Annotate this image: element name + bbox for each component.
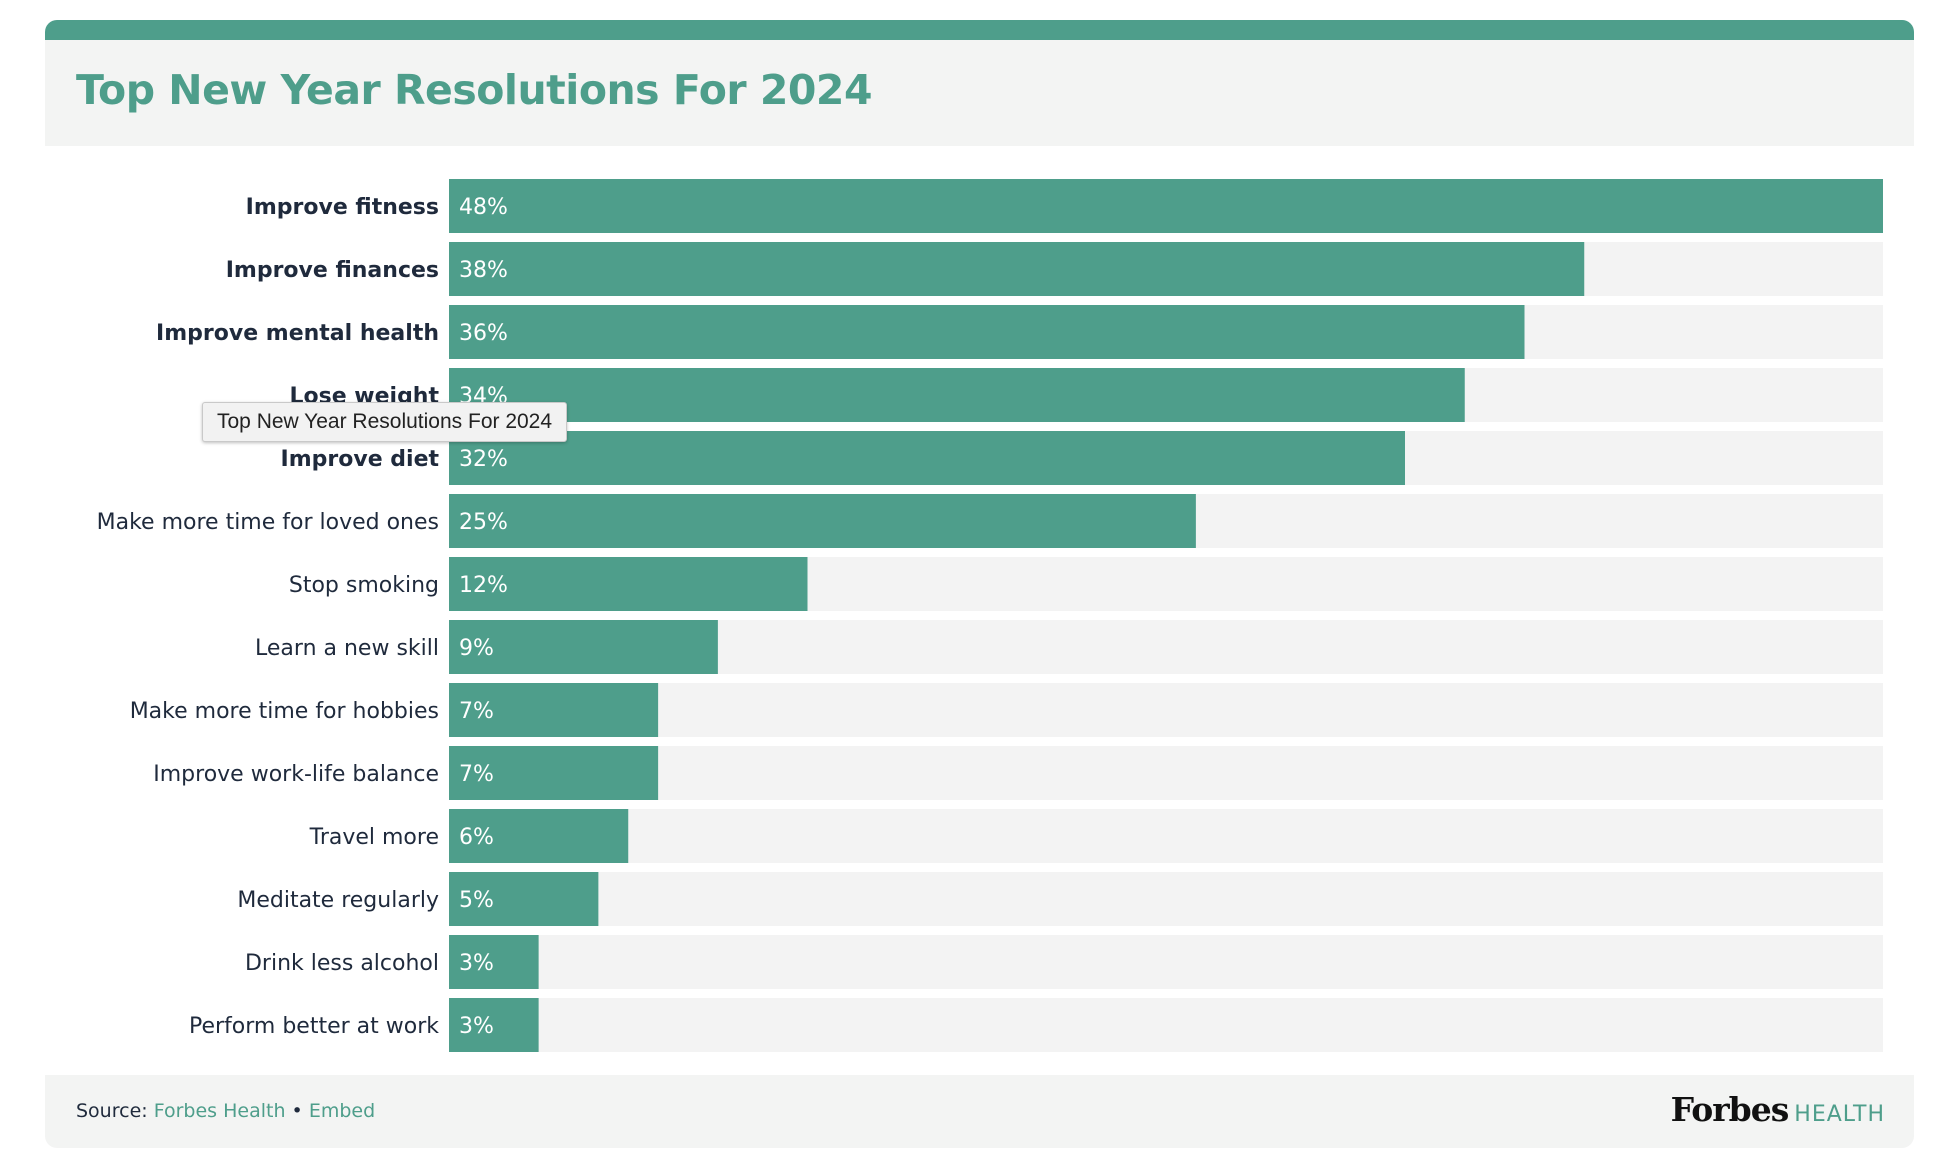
chart-title: Top New Year Resolutions For 2024 [76, 66, 872, 114]
category-label: Improve work-life balance [153, 762, 439, 787]
bar[interactable] [449, 431, 1405, 485]
value-label: 48% [459, 195, 508, 220]
source-line: Source: Forbes Health • Embed [76, 1100, 375, 1122]
bar-track [449, 809, 1883, 863]
category-label: Improve fitness [246, 195, 439, 220]
brand-name: Forbes [1670, 1090, 1790, 1129]
bar-track [449, 935, 1883, 989]
chart-footer: Source: Forbes Health • Embed Forbes HEAL… [45, 1075, 1914, 1148]
value-label: 3% [459, 1014, 494, 1039]
forbes-health-logo: Forbes HEALTH [1671, 1090, 1885, 1129]
value-label: 7% [459, 762, 494, 787]
chart-card: Top New Year Resolutions For 2024 Improv… [45, 20, 1914, 1148]
category-label: Make more time for loved ones [97, 510, 439, 535]
value-label: 3% [459, 951, 494, 976]
bar[interactable] [449, 683, 659, 737]
bar-track [449, 746, 1883, 800]
category-label: Improve finances [226, 258, 439, 283]
title-tooltip: Top New Year Resolutions For 2024 [202, 402, 568, 442]
category-label: Learn a new skill [255, 636, 439, 661]
embed-link[interactable]: Embed [308, 1100, 376, 1122]
bar[interactable] [449, 620, 718, 674]
bar[interactable] [449, 746, 659, 800]
bar[interactable] [449, 494, 1196, 548]
bar[interactable] [449, 935, 539, 989]
value-label: 6% [459, 825, 494, 850]
bar-track [449, 683, 1883, 737]
bar-chart: Improve fitness 48% Improve finances 38% Imp… [97, 179, 1883, 1052]
category-label: Perform better at work [189, 1014, 439, 1039]
value-label: 25% [459, 510, 508, 535]
category-label: Improve mental health [156, 321, 439, 346]
brand-suffix: HEALTH [1794, 1102, 1885, 1127]
value-label: 36% [459, 321, 508, 346]
source-label: Source: [76, 1100, 148, 1122]
forbes-health-link[interactable]: Forbes Health [153, 1100, 286, 1122]
bar-track [449, 998, 1883, 1052]
chart-header: Top New Year Resolutions For 2024 [45, 40, 1914, 146]
value-label: 9% [459, 636, 494, 661]
bar[interactable] [449, 872, 599, 926]
value-label: 7% [459, 699, 494, 724]
bar[interactable] [449, 242, 1585, 296]
category-label: Travel more [309, 825, 439, 850]
bar[interactable] [449, 557, 808, 611]
value-label: 5% [459, 888, 494, 913]
category-label: Stop smoking [289, 573, 439, 598]
category-label: Make more time for hobbies [130, 699, 439, 724]
bar[interactable] [449, 179, 1883, 233]
bar[interactable] [449, 368, 1465, 422]
separator: • [291, 1100, 303, 1122]
bar[interactable] [449, 998, 539, 1052]
bar[interactable] [449, 809, 629, 863]
category-label: Improve diet [281, 447, 440, 472]
category-label: Drink less alcohol [245, 951, 439, 976]
value-label: 38% [459, 258, 508, 283]
value-label: 32% [459, 447, 508, 472]
category-label: Meditate regularly [237, 888, 439, 913]
bar[interactable] [449, 305, 1525, 359]
bar-track [449, 872, 1883, 926]
accent-bar [45, 20, 1914, 40]
value-label: 12% [459, 573, 508, 598]
